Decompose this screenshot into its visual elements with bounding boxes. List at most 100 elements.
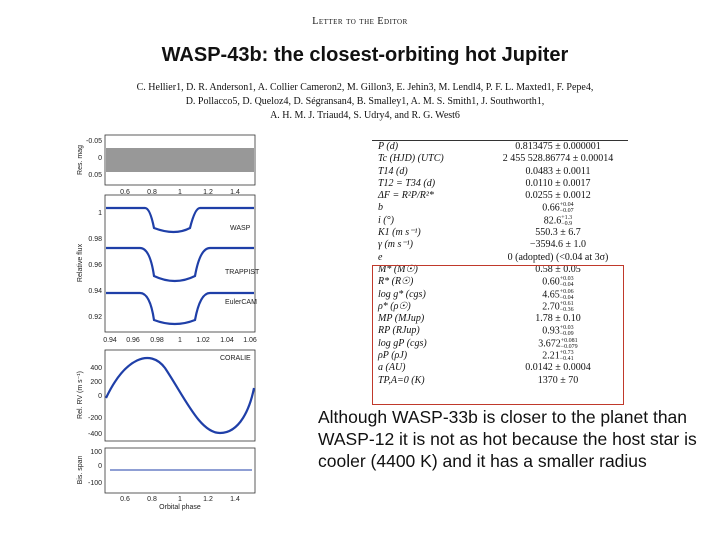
value: 0.0483 ± 0.0011: [525, 165, 591, 177]
paper-title: WASP-43b: the closest-orbiting hot Jupit…: [161, 44, 569, 66]
tick: 1.4: [230, 496, 240, 503]
tick: 0.94: [88, 288, 102, 295]
tick: 0.96: [126, 337, 140, 344]
table-row: T12 = T34 (d) 0.0110 ± 0.0017: [372, 178, 628, 190]
y-label: Rel. RV (m s⁻¹): [77, 371, 84, 419]
value: 0.60: [542, 276, 560, 288]
tick: 1.2: [203, 189, 213, 196]
parameter: ΔF = R²P/R²*: [378, 190, 434, 202]
error-down: −0.41: [559, 356, 574, 363]
table-row: RP (RJup) 0.93 +0.03 −0.09: [372, 325, 628, 337]
note: Although WASP-33b is closer to the plane…: [318, 407, 697, 471]
y-label: Bis. span: [77, 455, 84, 484]
parameter: R* (R☉): [378, 276, 414, 288]
value-cell: 0.58 ± 0.05: [488, 264, 628, 276]
parameter: P (d): [378, 141, 399, 152]
error: +0.06 −0.04: [560, 289, 574, 301]
error-down: −0.9: [561, 220, 573, 227]
error: +1.3 −0.9: [561, 215, 572, 227]
error-up: +0.04: [559, 202, 574, 209]
parameter: Tc (HJD) (UTC): [378, 153, 444, 165]
tick: 0.05: [88, 172, 102, 179]
tick: 1: [98, 210, 102, 217]
value-cell: 1.78 ± 0.10: [488, 313, 628, 325]
authors: C. Hellier1, D. R. Anderson1, A. Collier…: [136, 82, 594, 93]
series-label: CORALIE: [220, 355, 251, 362]
parameter: K1 (m s⁻¹): [378, 227, 421, 239]
table-row: TP,A=0 (K) 1370 ± 70: [372, 375, 628, 387]
x-label: Orbital phase: [159, 504, 201, 511]
parameter: M* (M☉): [378, 263, 418, 275]
value-cell: 2 455 528.86774 ± 0.00014: [488, 153, 628, 165]
y-label: Relative flux: [77, 243, 84, 282]
figure: Res. mag -0.05 0 0.05 0.6 0.8 1 1.2 1.4 …: [77, 134, 260, 511]
parameter: RP (RJup): [378, 325, 420, 337]
value-cell: 82.6 +1.3 −0.9: [488, 215, 628, 227]
tick: 1.06: [243, 337, 257, 344]
value-cell: 0.60 +0.03 −0.04: [488, 276, 628, 288]
tick: 0.98: [150, 337, 164, 344]
error-down: −0.09: [559, 331, 574, 338]
table-row: K1 (m s⁻¹) 550.3 ± 6.7: [372, 227, 628, 239]
error-up: +1.3: [561, 214, 573, 221]
parameter: log g* (cgs): [378, 288, 426, 300]
value: 2.70: [542, 301, 560, 313]
parameter: log gP (cgs): [378, 337, 427, 349]
table-row: ρP (ρJ) 2.21 +0.73 −0.41: [372, 350, 628, 362]
tick: 1: [178, 189, 182, 196]
tick: 1.04: [220, 337, 234, 344]
table-row: γ (m s⁻¹) −3594.6 ± 1.0: [372, 239, 628, 251]
tick: -200: [88, 415, 102, 422]
parameter: b: [378, 202, 383, 214]
tick: 0.6: [120, 189, 130, 196]
value-cell: 0.0110 ± 0.0017: [488, 178, 628, 190]
table-row: MP (MJup) 1.78 ± 0.10: [372, 313, 628, 325]
error-up: +0.081: [560, 337, 578, 344]
value-cell: 2.70 +0.61 −0.36: [488, 301, 628, 313]
value: 82.6: [543, 215, 562, 227]
error: +0.081 −0.079: [561, 338, 578, 350]
value-cell: 550.3 ± 6.7: [488, 227, 628, 239]
value-cell: 1370 ± 70: [488, 375, 628, 387]
value-cell: 0.0255 ± 0.0012: [488, 190, 628, 202]
value: 0.0142 ± 0.0004: [525, 362, 591, 374]
parameter-table: P (d) 0.813475 ± 0.000001 Tc (HJD) (UTC) 2 …: [372, 140, 628, 387]
parameter: ρ* (ρ☉): [378, 300, 411, 312]
tick: 0.8: [147, 496, 157, 503]
header: Letter to the Editor: [312, 16, 408, 27]
authors: D. Pollacco5, D. Queloz4, D. Ségransan4,…: [185, 96, 545, 107]
parameter: T14 (d): [378, 165, 408, 177]
error-down: −0.07: [559, 208, 574, 215]
error: +0.61 −0.36: [560, 301, 574, 313]
value-cell: 0 (adopted) (<0.04 at 3σ): [488, 252, 628, 264]
error: +0.04 −0.07: [560, 202, 574, 214]
value-cell: 0.66 +0.04 −0.07: [488, 202, 628, 214]
value: −3594.6 ± 1.0: [529, 239, 587, 251]
series-label: WASP: [230, 225, 251, 232]
value: 2 455 528.86774 ± 0.00014: [502, 153, 614, 165]
parameter: γ (m s⁻¹): [378, 239, 413, 251]
error-down: −0.04: [559, 282, 574, 289]
value: 0.0255 ± 0.0012: [525, 190, 591, 202]
error-down: −0.079: [560, 343, 578, 350]
tick: 0.92: [88, 314, 102, 321]
tick: 1: [178, 337, 182, 344]
tick: 200: [90, 379, 102, 386]
table-row: M* (M☉) 0.58 ± 0.05: [372, 264, 628, 276]
highlight-box: [372, 265, 624, 405]
value: 4.65: [542, 288, 560, 300]
value: 0.813475 ± 0.000001: [515, 141, 601, 152]
tick: 0.94: [103, 337, 117, 344]
value: 0.58 ± 0.05: [535, 263, 581, 275]
table-row: b 0.66 +0.04 −0.07: [372, 202, 628, 214]
tick: 100: [90, 449, 102, 456]
authors: A. H. M. J. Triaud4, S. Udry4, and R. G.…: [270, 110, 460, 121]
value-cell: 3.672 +0.081 −0.079: [488, 338, 628, 350]
tick: 0.98: [88, 236, 102, 243]
table-row: ρ* (ρ☉) 2.70 +0.61 −0.36: [372, 301, 628, 313]
tick: 1: [178, 496, 182, 503]
value: 2.21: [542, 350, 560, 362]
tick: 1.4: [230, 189, 240, 196]
value: 0.93: [542, 325, 560, 337]
